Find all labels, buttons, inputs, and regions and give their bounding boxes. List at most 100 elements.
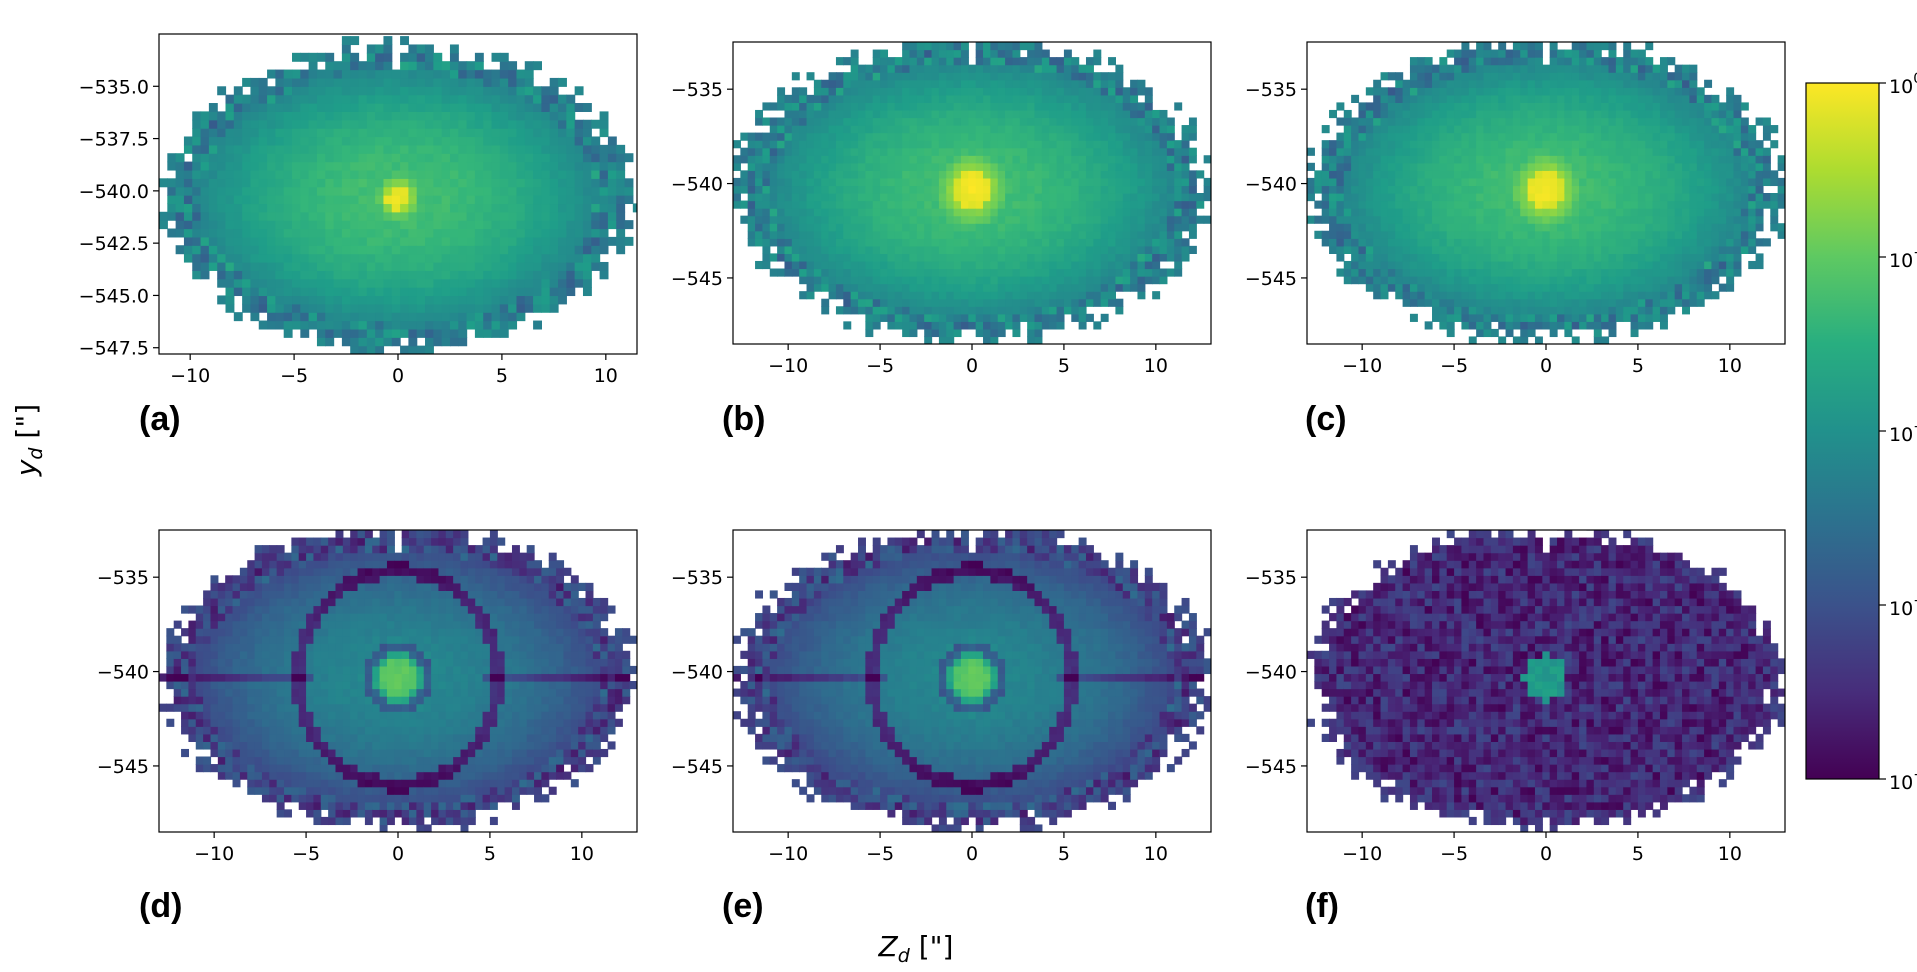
heatmap-cell [784, 94, 793, 103]
heatmap-cell [931, 283, 940, 292]
heatmap-cell [1019, 42, 1028, 51]
heatmap-cell [275, 94, 285, 104]
heatmap-cell [267, 211, 276, 221]
heatmap-cell [1527, 64, 1536, 73]
heatmap-cell [916, 64, 925, 73]
heatmap-cell [894, 253, 903, 262]
heatmap-cell [233, 178, 243, 188]
heatmap-cell [242, 236, 252, 246]
heatmap-cell [1417, 87, 1426, 96]
heatmap-cell [850, 102, 859, 111]
heatmap-cell [960, 215, 969, 224]
heatmap-cell [953, 208, 962, 217]
heatmap-cell [902, 162, 911, 171]
heatmap-cell [799, 245, 808, 254]
heatmap-cell [1608, 170, 1617, 179]
heatmap-cell [960, 245, 969, 254]
heatmap-cell [1608, 147, 1617, 156]
heatmap-cell [762, 245, 771, 254]
heatmap-cell [383, 144, 393, 154]
heatmap-cell [1432, 132, 1440, 141]
heatmap-cell [408, 94, 418, 104]
heatmap-cell [872, 321, 881, 330]
heatmap-cell [1336, 230, 1345, 239]
heatmap-cell [300, 303, 310, 313]
heatmap-cell [316, 312, 326, 322]
heatmap-cell [358, 211, 368, 221]
heatmap-cell [416, 295, 426, 305]
heatmap-cell [1476, 102, 1485, 111]
heatmap-cell [1100, 162, 1109, 171]
heatmap-cell [558, 278, 567, 288]
heatmap-cell [990, 170, 999, 179]
heatmap-cell [1056, 313, 1065, 322]
heatmap-cell [799, 276, 808, 285]
heatmap-cell [1056, 94, 1065, 103]
heatmap-cell [968, 170, 977, 179]
heatmap-cell [1373, 185, 1382, 194]
heatmap-cell [416, 169, 426, 179]
heatmap-cell [1409, 193, 1418, 202]
heatmap-cell [946, 102, 955, 111]
heatmap-cell [1439, 276, 1448, 285]
heatmap-cell [566, 245, 576, 255]
heatmap-cell [391, 261, 401, 271]
heatmap-cell [1395, 162, 1404, 171]
heatmap-cell [1358, 125, 1367, 134]
heatmap-cell [1490, 193, 1499, 202]
heatmap-cell [858, 291, 866, 300]
heatmap-cell [582, 169, 592, 179]
heatmap-cell [1387, 102, 1396, 111]
heatmap-cell [1144, 215, 1153, 224]
heatmap-cell [858, 208, 866, 217]
heatmap-cell [1454, 117, 1463, 126]
heatmap-cell [880, 162, 889, 171]
heatmap-cell [1424, 193, 1433, 202]
heatmap-cell [1593, 200, 1602, 209]
heatmap-cell [483, 220, 493, 230]
heatmap-cell [449, 236, 459, 246]
heatmap-cell [283, 161, 293, 171]
heatmap-cell [433, 186, 443, 196]
heatmap-cell [799, 268, 808, 277]
heatmap-cell [1520, 215, 1529, 224]
heatmap-cell [997, 291, 1006, 300]
heatmap-cell [375, 278, 385, 288]
heatmap-cell [466, 178, 476, 188]
heatmap-cell [1454, 87, 1463, 96]
heatmap-cell [366, 228, 376, 238]
heatmap-cell [777, 215, 786, 224]
heatmap-cell [1432, 298, 1440, 307]
heatmap-cell [192, 228, 202, 238]
heatmap-cell [1468, 245, 1477, 254]
heatmap-cell [292, 86, 301, 96]
heatmap-cell [408, 153, 418, 163]
heatmap-cell [1564, 313, 1573, 322]
heatmap-cell [258, 186, 268, 196]
heatmap-cell [975, 328, 984, 338]
heatmap-cell [408, 161, 418, 171]
heatmap-cell [491, 128, 501, 138]
heatmap-cell [1343, 132, 1352, 141]
heatmap-cell [1409, 223, 1418, 232]
heatmap-cell [975, 117, 984, 126]
heatmap-cell [366, 111, 376, 121]
heatmap-cell [983, 94, 991, 103]
heatmap-cell [1512, 49, 1521, 58]
heatmap-cell [1601, 306, 1610, 315]
heatmap-cell [1027, 230, 1036, 239]
heatmap-cell [1027, 208, 1036, 217]
heatmap-cell [997, 102, 1006, 111]
heatmap-cell [828, 79, 837, 88]
heatmap-cell [591, 203, 601, 213]
heatmap-cell [292, 169, 301, 179]
heatmap-cell [762, 230, 771, 239]
heatmap-cell [1005, 72, 1014, 81]
heatmap-cell [924, 185, 933, 194]
heatmap-cell [1542, 291, 1551, 300]
heatmap-cell [1520, 328, 1529, 338]
heatmap-cell [258, 86, 268, 96]
heatmap-cell [1586, 321, 1595, 330]
heatmap-cell [433, 303, 443, 313]
heatmap-cell [1483, 260, 1492, 270]
